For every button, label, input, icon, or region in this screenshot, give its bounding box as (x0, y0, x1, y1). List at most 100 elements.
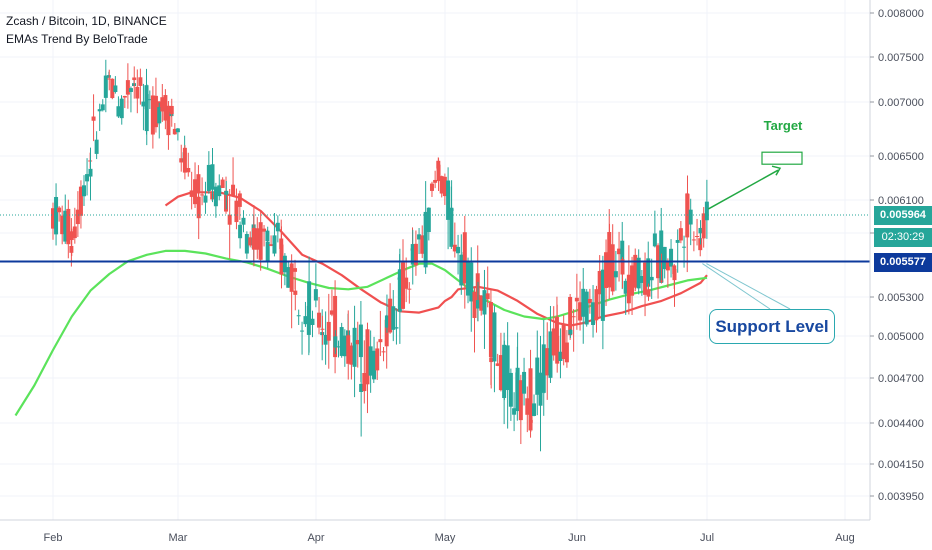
y-tick-label: 0.008000 (878, 8, 924, 20)
target-label[interactable]: Target (763, 118, 803, 133)
candle-body (597, 270, 602, 295)
candle-body (163, 95, 168, 121)
candle-body (538, 372, 543, 406)
candle-body (238, 224, 243, 239)
candle-body (320, 328, 325, 330)
candle-body (182, 147, 187, 173)
price-levels (0, 214, 870, 263)
candle-body (144, 94, 149, 132)
candle-body (401, 262, 406, 309)
indicator-title[interactable]: EMAs Trend By BeloTrade (6, 32, 148, 46)
candle-body (189, 190, 194, 197)
candle-body (63, 210, 68, 242)
candle-body (91, 116, 96, 121)
candle-body (574, 297, 579, 302)
candle-body (72, 226, 77, 239)
target-box (761, 151, 803, 165)
candle-body (372, 350, 377, 380)
candle-body (672, 269, 677, 281)
candle-body (88, 168, 93, 177)
x-tick-label: Feb (44, 532, 63, 544)
candle-body (234, 200, 239, 223)
candle-body (584, 291, 589, 325)
candle-body (381, 351, 386, 353)
symbol-title[interactable]: Zcash / Bitcoin, 1D, BINANCE (6, 14, 167, 28)
candle-body (365, 329, 370, 385)
x-axis-bg (0, 520, 932, 550)
candle-body (488, 301, 493, 358)
candle-body (495, 363, 500, 366)
candle-body (417, 234, 422, 240)
candle-body (591, 302, 596, 325)
candle-body (613, 271, 618, 278)
candle-body (153, 95, 158, 128)
candle-body (157, 107, 162, 124)
candle-body (333, 295, 338, 358)
candle-body (358, 324, 363, 358)
candle-body (620, 259, 625, 275)
candle-body (482, 290, 487, 315)
candle-body (643, 262, 648, 295)
candle-body (60, 215, 65, 235)
candle-body (695, 235, 700, 237)
candle-body (355, 340, 360, 345)
candle-body (282, 255, 287, 273)
candle-body (568, 296, 573, 336)
candle-body (449, 207, 454, 247)
candle-body (272, 235, 277, 254)
candle-body (571, 316, 576, 318)
candle-body (492, 312, 497, 362)
candle-body (326, 321, 331, 341)
support-level-callout[interactable]: Support Level (709, 309, 835, 344)
candle-body (384, 315, 389, 328)
candle-body (125, 80, 130, 95)
candle-body (594, 289, 599, 318)
x-tick-label: May (435, 532, 456, 544)
candle-body (141, 101, 146, 107)
candle-body (659, 280, 664, 282)
current-price-tag: 0.005964 (874, 205, 932, 225)
candle-body (678, 228, 683, 241)
candles (51, 59, 709, 452)
candle-body (329, 310, 334, 315)
candle-body (391, 306, 396, 330)
y-tick-label: 0.004700 (878, 373, 924, 385)
candle-body (244, 234, 249, 254)
candle-body (279, 244, 284, 275)
candle-body (508, 372, 513, 407)
candle-body (617, 248, 622, 255)
candle-body (286, 267, 291, 288)
candle-body (429, 183, 434, 191)
candle-body (688, 209, 693, 225)
candle-body (179, 158, 184, 163)
candle-body (296, 315, 301, 317)
candle-body (336, 346, 341, 348)
candle-body (150, 95, 155, 135)
candle-body (293, 290, 298, 295)
candle-body (449, 208, 454, 211)
candle-body (78, 186, 83, 216)
candle-body (433, 179, 438, 183)
candle-body (397, 269, 402, 312)
candle-body (57, 207, 62, 213)
candle-body (206, 164, 211, 192)
candle-body (196, 196, 201, 219)
candle-body (217, 185, 222, 197)
candle-body (469, 262, 474, 302)
candle-body (138, 77, 143, 86)
candle-body (122, 95, 127, 98)
candle-body (682, 246, 687, 248)
candle-body (289, 263, 294, 292)
y-tick-label: 0.007500 (878, 52, 924, 64)
candle-body (704, 201, 709, 221)
grid (0, 0, 870, 520)
candle-body (420, 235, 425, 254)
support-callout-leader (706, 263, 791, 310)
x-tick-label: Jun (568, 532, 586, 544)
candle-body (339, 327, 344, 356)
candle-body (307, 281, 312, 325)
candle-body (662, 246, 667, 270)
candle-body (685, 194, 690, 216)
